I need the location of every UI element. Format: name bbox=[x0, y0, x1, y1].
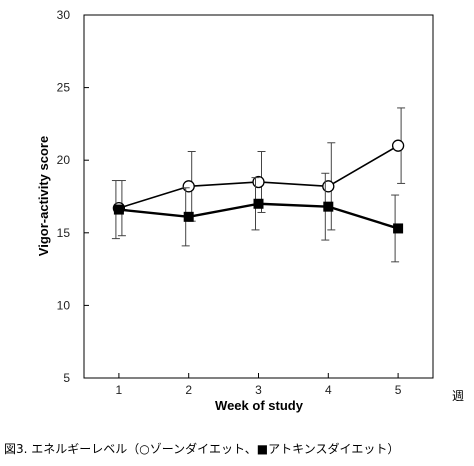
data-point-filled-square bbox=[253, 198, 264, 209]
series-layer bbox=[111, 107, 406, 263]
y-axis-title: Vigor-activity score bbox=[36, 136, 51, 256]
plot-frame bbox=[83, 14, 434, 379]
x-axis-ticks: 1 2 3 4 5 bbox=[116, 373, 402, 397]
data-point-filled-square bbox=[183, 211, 194, 222]
series-2 bbox=[111, 172, 404, 263]
figure-caption: 図3. エネルギーレベル（○ゾーンダイエット、■アトキンスダイエット） bbox=[4, 442, 400, 456]
y-tick-label: 5 bbox=[63, 371, 70, 385]
data-point-open-circle bbox=[391, 139, 405, 152]
x-tick-label: 2 bbox=[185, 383, 192, 397]
x-tick-label: 1 bbox=[116, 383, 123, 397]
x-tick-label: 3 bbox=[255, 383, 262, 397]
data-point-open-circle bbox=[322, 180, 335, 193]
y-tick-label: 30 bbox=[57, 8, 71, 22]
y-tick-label: 10 bbox=[57, 298, 71, 312]
data-point-filled-square bbox=[323, 201, 334, 212]
series-1 bbox=[112, 107, 406, 237]
y-tick-label: 25 bbox=[57, 81, 71, 95]
y-tick-label: 15 bbox=[57, 226, 71, 240]
data-point-filled-square bbox=[113, 204, 124, 215]
x-tick-label: 5 bbox=[395, 383, 402, 397]
x-unit-label: 週 bbox=[452, 389, 464, 403]
y-axis-ticks: 5 10 15 20 25 30 bbox=[57, 8, 89, 385]
y-tick-label: 20 bbox=[57, 153, 71, 167]
data-point-filled-square bbox=[393, 223, 404, 234]
data-point-open-circle bbox=[182, 180, 195, 193]
x-axis-title: Week of study bbox=[215, 398, 304, 413]
x-tick-label: 4 bbox=[325, 383, 332, 397]
data-point-open-circle bbox=[252, 175, 265, 189]
